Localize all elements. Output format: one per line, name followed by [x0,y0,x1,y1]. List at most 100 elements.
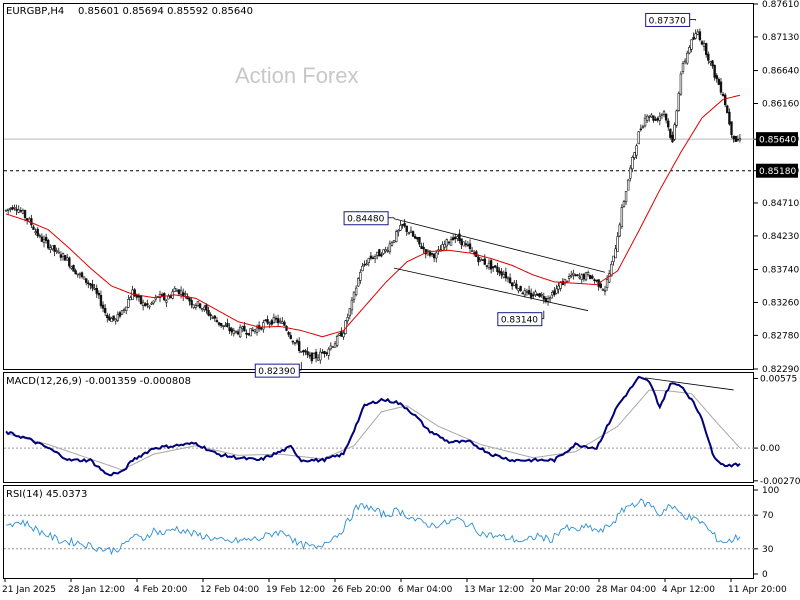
candle-body [241,326,244,330]
candle-body [538,293,541,298]
candle [63,255,67,261]
price-tick-label: 0.87130 [762,33,799,43]
candle-body [308,354,311,357]
macd-panel-frame [3,372,754,483]
price-axis: 0.87610 0.87130 0.86640 0.86160 0.85640 0.851… [754,0,799,375]
candle-body [34,231,37,233]
candle-body [650,114,653,118]
candle-body [683,60,687,63]
candle [449,236,453,246]
candle [131,285,134,300]
candle-body [304,350,307,353]
time-tick-label: 11 Apr 20:00 [728,585,787,595]
candle-body [382,249,385,254]
candle-body [481,259,484,262]
candle-body [319,351,322,361]
candle [350,297,354,315]
candle [42,235,46,248]
candle-body [84,278,88,283]
candle-body [624,191,628,202]
candle-body [407,232,411,235]
candle-body [664,113,668,121]
candle-body [359,271,362,281]
candle [266,315,269,325]
candle-body [141,302,145,307]
candle-body [192,304,195,308]
candle-body [576,274,579,276]
candle-body [217,322,221,325]
candle [19,207,23,213]
time-tick-label: 4 Apr 12:00 [662,585,715,595]
candle [270,319,273,326]
candle-body [213,315,217,319]
candle [15,204,18,215]
candle-body [268,322,271,325]
candle [103,304,107,317]
candle-body [696,31,699,35]
candle [738,134,742,143]
candle [295,338,299,345]
candle-body [222,325,225,327]
candle [546,295,550,306]
candle [624,191,628,205]
candle [44,233,48,244]
candle-body [196,301,200,306]
candle-body [19,210,23,212]
price-tick-label: 0.82290 [762,365,799,375]
candle [407,231,411,235]
candle [99,290,103,309]
candle [186,293,189,300]
candle [59,251,63,261]
candle [707,51,710,65]
candle [601,288,605,291]
candle-body [30,218,33,226]
candle [705,42,708,58]
candle-body [329,345,333,350]
candle [468,239,472,254]
candle [291,340,295,345]
candle [620,204,624,229]
candle [510,282,514,290]
candle [371,255,375,260]
candle-body [394,231,398,242]
candle [443,240,446,251]
candle [253,329,257,335]
candle [473,250,476,257]
annotation-label: 0.83140 [501,316,538,326]
candle-body [620,207,624,227]
candle-body [116,314,120,321]
candle-body [652,115,655,121]
candle-body [272,317,276,323]
candle-body [17,209,20,213]
candle-body [144,303,147,307]
candle-body [508,277,512,284]
candle-body [287,332,290,335]
candle [515,280,518,290]
price-annotation: 0.82390 [254,362,302,378]
candle [409,226,413,234]
candle [146,299,149,309]
candle-body [730,121,733,135]
candle [380,252,383,258]
candle [610,261,613,277]
candle-body [612,255,615,262]
price-levels [4,138,754,172]
candle-body [133,289,136,297]
candle-body [194,305,198,308]
candle [633,152,636,160]
candle-body [179,290,183,295]
candle [97,290,101,299]
time-tick-label: 13 Mar 12:00 [464,585,524,595]
candle [394,229,398,243]
price-tick-label: 0.83740 [762,266,799,276]
candle-body [559,282,562,289]
candle [68,256,71,269]
candle [316,354,320,361]
candle [667,118,670,131]
candle [257,321,261,332]
ohlc-values: 0.85601 0.85694 0.85592 0.85640 [78,6,253,17]
candle-body [637,131,640,145]
macd-axis: 0.00575 0.00 -0.002702 [754,374,800,487]
candle-body [441,244,444,251]
candle [529,288,533,300]
